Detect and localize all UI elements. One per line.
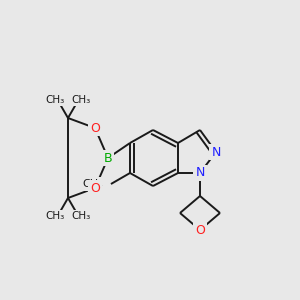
Text: O: O <box>90 122 100 134</box>
Text: N: N <box>195 167 205 179</box>
Text: CH₃: CH₃ <box>71 95 91 105</box>
Text: CH₃: CH₃ <box>71 211 91 221</box>
Text: B: B <box>104 152 112 164</box>
Text: O: O <box>195 224 205 236</box>
Text: CH₃: CH₃ <box>45 211 64 221</box>
Text: N: N <box>211 146 221 158</box>
Text: CH₃: CH₃ <box>82 179 103 189</box>
Text: O: O <box>90 182 100 194</box>
Text: CH₃: CH₃ <box>45 95 64 105</box>
